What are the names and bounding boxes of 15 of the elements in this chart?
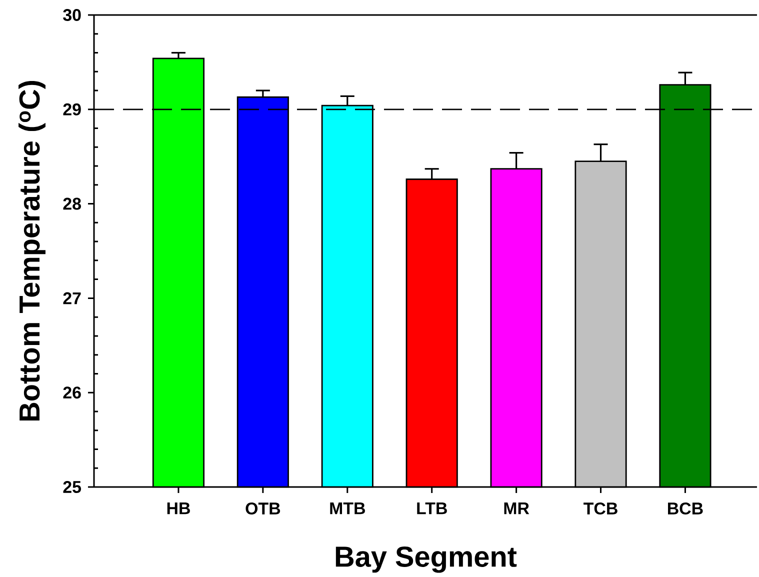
x-tick-label: MR [504, 502, 530, 514]
x-tick-label: MTB [330, 502, 365, 514]
y-tick-label: 30 [63, 8, 81, 21]
x-tick-label: BCB [668, 502, 703, 514]
x-tick-label: OTB [246, 502, 280, 514]
y-axis-title: Bottom Temperature ($^{o}$C) [18, 80, 46, 421]
x-tick-label: TCB [584, 502, 618, 514]
y-tick-label: 26 [63, 386, 81, 399]
y-tick-label: 27 [63, 292, 81, 304]
y-tick-label: 25 [63, 480, 82, 493]
x-tick-label: LTB [417, 502, 447, 514]
y-tick-label: 29 [63, 103, 81, 116]
x-axis-title: Bay Segment [336, 546, 517, 573]
y-tick-label: 28 [63, 198, 81, 210]
x-tick-label: HB [167, 502, 190, 514]
